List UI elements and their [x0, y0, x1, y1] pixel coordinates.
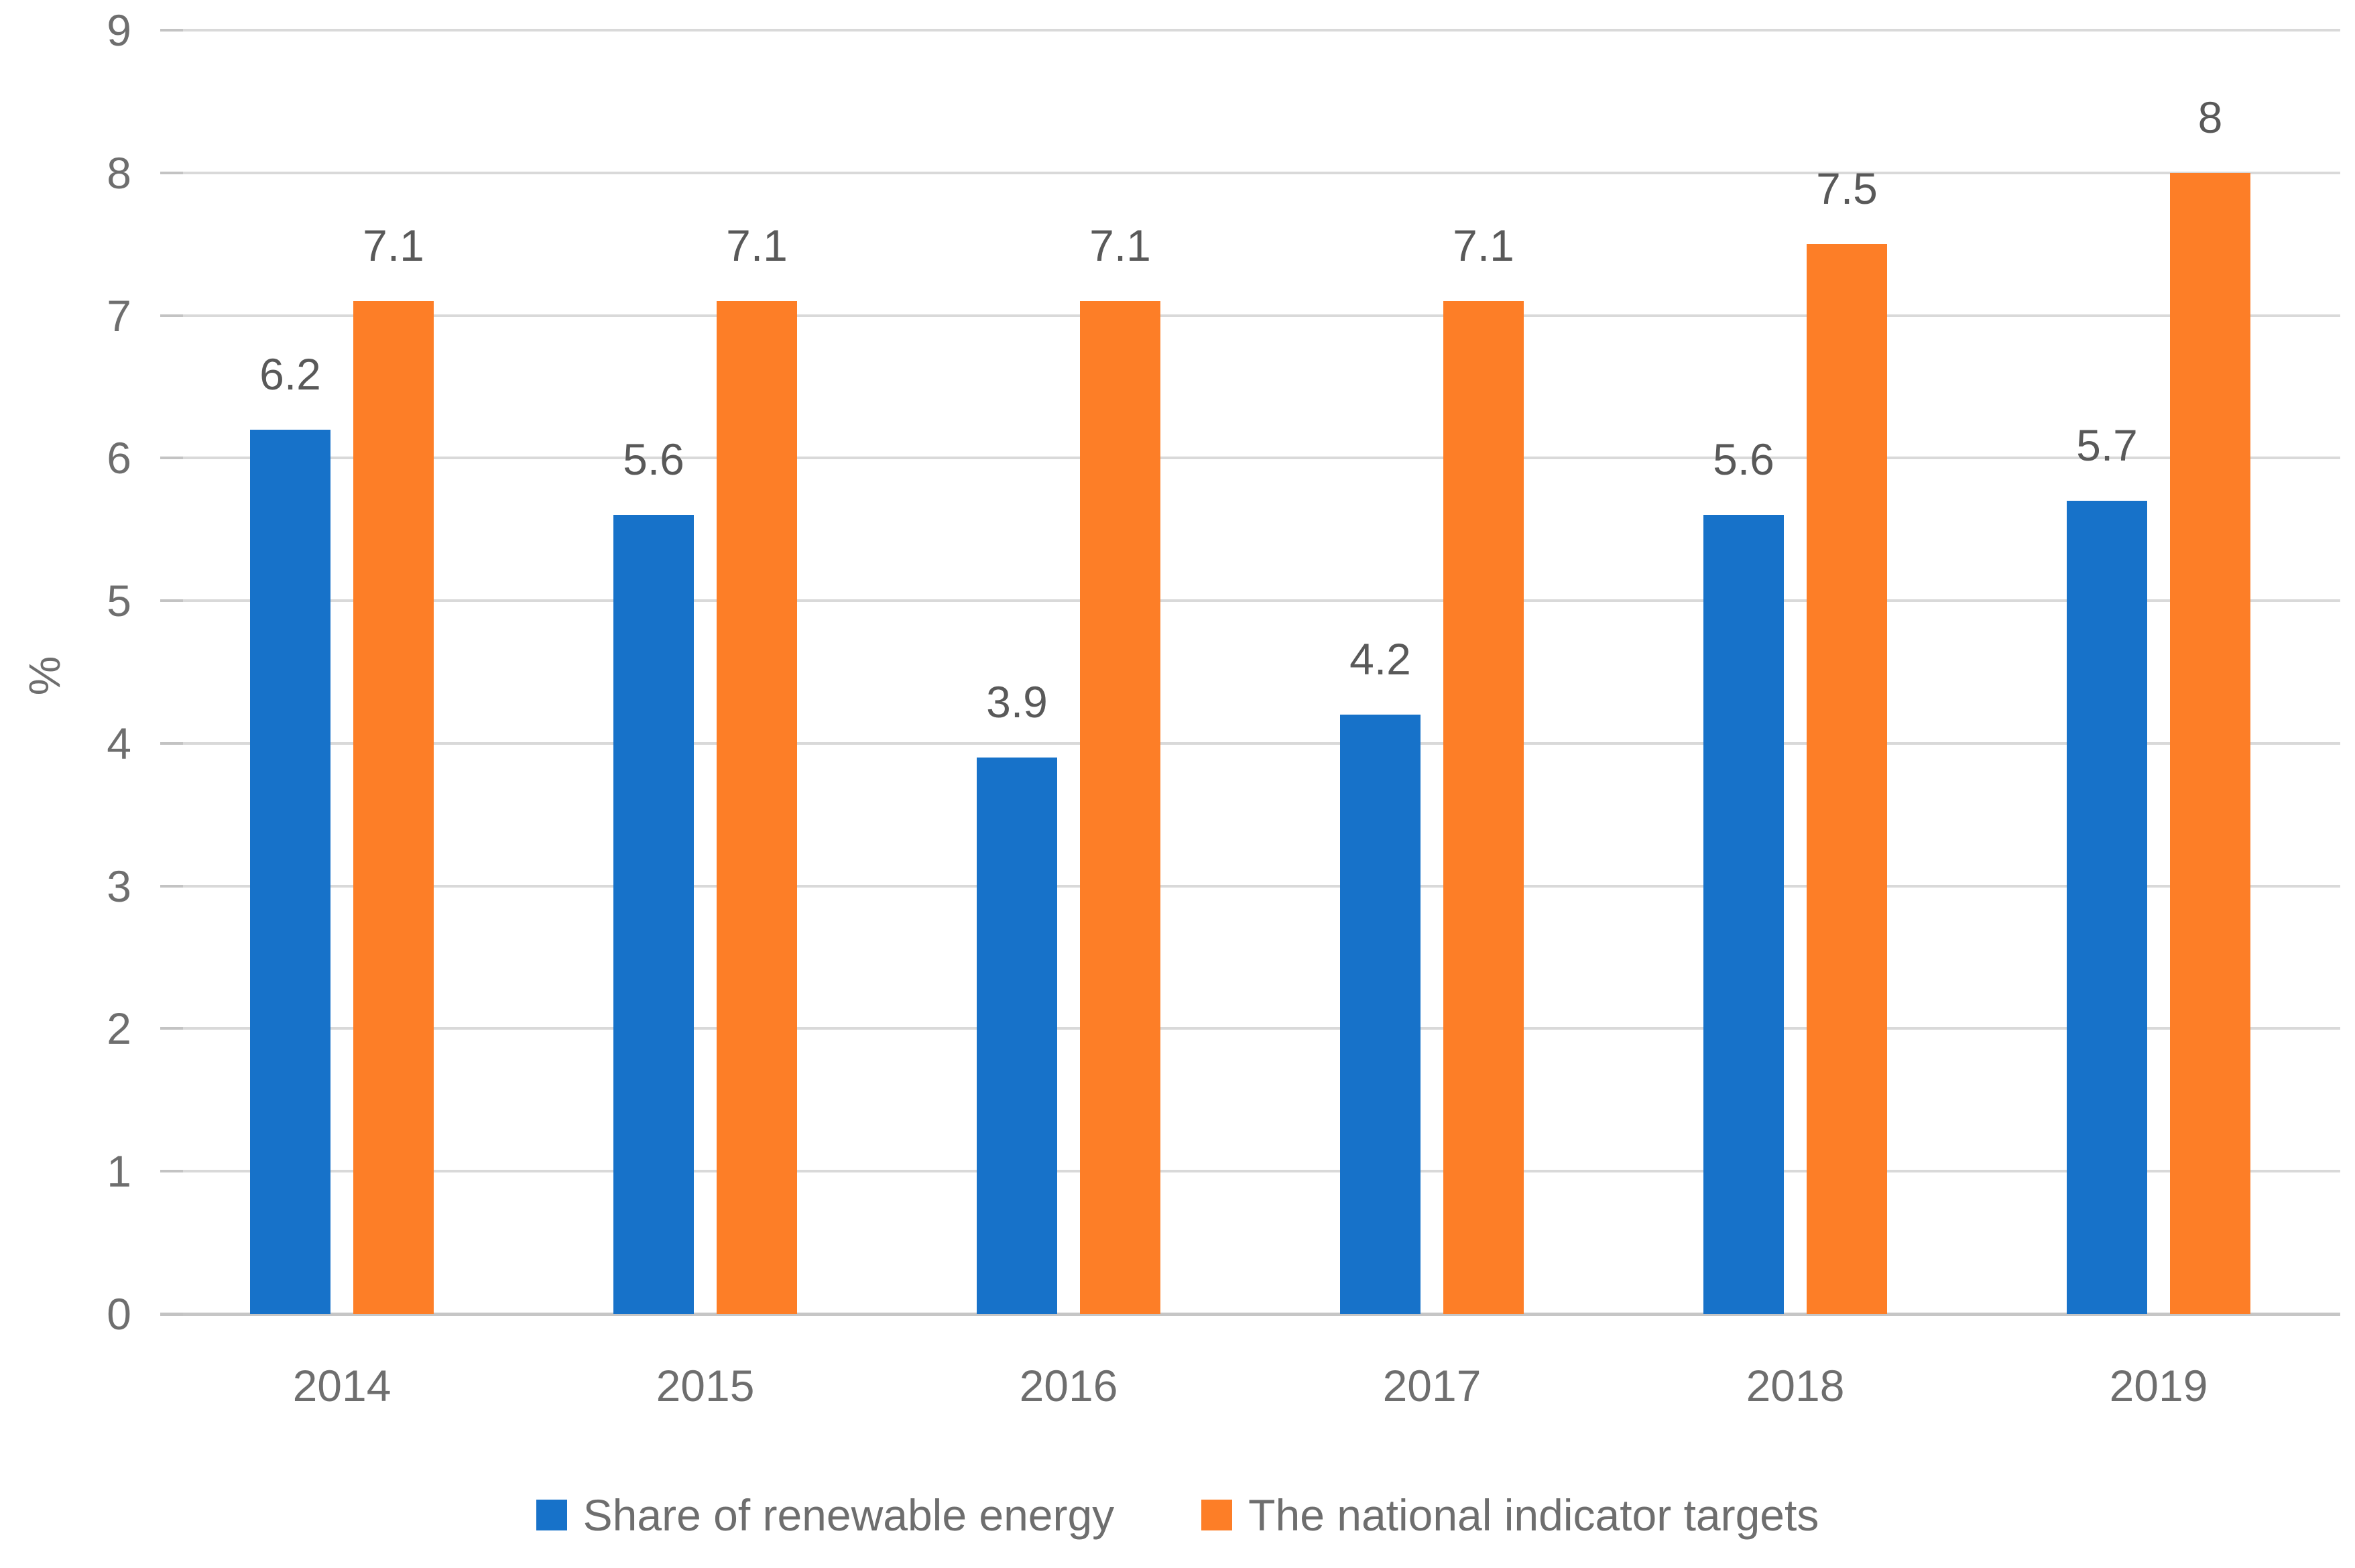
bar-2016-series1: [977, 758, 1057, 1314]
x-axis-tick-label: 2017: [1382, 1361, 1482, 1410]
legend-label: Share of renewable energy: [583, 1490, 1115, 1540]
bar-value-label: 7.5: [1816, 164, 1878, 214]
gridline: [160, 457, 2340, 460]
y-axis-tick-label: 8: [107, 147, 131, 198]
y-axis-title: %: [19, 656, 69, 696]
bar-2016-series2: [1080, 301, 1160, 1314]
y-axis-tick-mark: [160, 171, 183, 174]
gridline: [160, 1170, 2340, 1173]
gridline: [160, 599, 2340, 603]
bar-2015-series2: [717, 301, 797, 1314]
y-axis-tick-label: 1: [107, 1146, 131, 1197]
x-axis-tick-label: 2016: [1019, 1361, 1118, 1410]
legend-item-series2: The national indicator targets: [1201, 1490, 1819, 1541]
y-axis-tick-mark: [160, 884, 183, 888]
legend-swatch: [1201, 1500, 1233, 1530]
y-axis-tick-label: 4: [107, 718, 131, 768]
gridline: [160, 1027, 2340, 1030]
gridline: [160, 884, 2340, 888]
gridline: [160, 314, 2340, 317]
y-axis-tick-mark: [160, 1170, 183, 1173]
bar-2017-series2: [1443, 301, 1524, 1314]
bar-value-label: 7.1: [1453, 221, 1514, 271]
bar-2014-series2: [353, 301, 434, 1314]
y-axis-tick-label: 3: [107, 861, 131, 911]
bar-2014-series1: [250, 429, 330, 1314]
bar-value-label: 3.9: [986, 677, 1048, 727]
y-axis-tick-mark: [160, 1312, 183, 1316]
x-axis-line: [160, 1312, 2340, 1316]
bar-value-label: 6.2: [259, 349, 321, 399]
bar-2018-series2: [1807, 244, 1887, 1314]
y-axis-tick-mark: [160, 457, 183, 460]
x-axis-tick-label: 2014: [292, 1361, 391, 1410]
bar-value-label: 4.2: [1349, 634, 1411, 684]
y-axis-tick-label: 7: [107, 290, 131, 341]
legend-swatch: [536, 1500, 567, 1530]
bar-value-label: 5.6: [1713, 434, 1774, 485]
gridline: [160, 741, 2340, 745]
bar-value-label: 5.6: [623, 434, 684, 485]
bar-value-label: 8: [2197, 92, 2223, 142]
x-axis-tick-label: 2018: [1746, 1361, 1845, 1410]
x-axis-tick-label: 2015: [656, 1361, 755, 1410]
y-axis-tick-label: 6: [107, 433, 131, 483]
legend-item-series1: Share of renewable energy: [536, 1490, 1115, 1541]
bar-value-label: 7.1: [726, 221, 788, 271]
bar-2017-series1: [1340, 715, 1421, 1314]
gridline: [160, 29, 2340, 32]
bar-2015-series1: [613, 515, 694, 1314]
bar-value-label: 7.1: [1089, 221, 1151, 271]
bar-2018-series1: [1703, 515, 1784, 1314]
legend-label: The national indicator targets: [1248, 1490, 1819, 1540]
legend: Share of renewable energy The national in…: [0, 1490, 2355, 1541]
bar-value-label: 5.7: [2076, 420, 2138, 471]
y-axis-tick-mark: [160, 29, 183, 32]
x-axis-tick-label: 2019: [2109, 1361, 2208, 1410]
y-axis-tick-mark: [160, 1027, 183, 1030]
y-axis-tick-mark: [160, 314, 183, 317]
y-axis-tick-label: 2: [107, 1004, 131, 1054]
y-axis-tick-label: 5: [107, 576, 131, 626]
y-axis-tick-mark: [160, 741, 183, 745]
y-axis-tick-label: 9: [107, 5, 131, 55]
y-axis-tick-label: 0: [107, 1289, 131, 1339]
gridline: [160, 171, 2340, 174]
bar-value-label: 7.1: [363, 221, 424, 271]
y-axis-tick-mark: [160, 599, 183, 603]
bar-2019-series1: [2067, 501, 2147, 1314]
bar-2019-series2: [2170, 172, 2250, 1314]
